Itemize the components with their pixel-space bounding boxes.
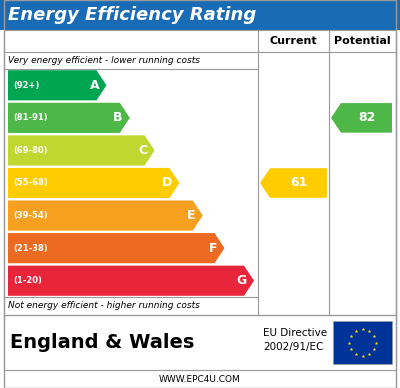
Text: Not energy efficient - higher running costs: Not energy efficient - higher running co… [8, 301, 200, 310]
Polygon shape [331, 103, 392, 133]
Text: EU Directive
2002/91/EC: EU Directive 2002/91/EC [263, 328, 327, 352]
Text: England & Wales: England & Wales [10, 333, 194, 352]
Text: Current: Current [270, 36, 317, 46]
Polygon shape [260, 168, 327, 198]
Text: E: E [187, 209, 196, 222]
Polygon shape [8, 201, 203, 230]
Text: Potential: Potential [334, 36, 391, 46]
Text: B: B [113, 111, 123, 125]
Polygon shape [8, 135, 155, 166]
Text: (1-20): (1-20) [13, 276, 42, 285]
Text: C: C [138, 144, 148, 157]
Polygon shape [8, 266, 254, 296]
Bar [333, 321, 392, 364]
Text: Very energy efficient - lower running costs: Very energy efficient - lower running co… [8, 56, 200, 65]
Text: (92+): (92+) [13, 81, 39, 90]
Text: WWW.EPC4U.COM: WWW.EPC4U.COM [159, 374, 241, 383]
Text: 61: 61 [290, 177, 307, 189]
Text: 82: 82 [358, 111, 375, 125]
Polygon shape [8, 233, 224, 263]
Text: (55-68): (55-68) [13, 178, 48, 187]
Text: (81-91): (81-91) [13, 113, 48, 122]
Text: Energy Efficiency Rating: Energy Efficiency Rating [8, 6, 256, 24]
Text: G: G [237, 274, 247, 287]
Text: (69-80): (69-80) [13, 146, 48, 155]
Bar [4, 30, 396, 315]
Text: A: A [90, 79, 100, 92]
Text: (39-54): (39-54) [13, 211, 48, 220]
Polygon shape [8, 103, 130, 133]
Polygon shape [8, 70, 106, 100]
Bar [0, 0, 400, 30]
Polygon shape [8, 168, 180, 198]
Bar [4, 315, 396, 370]
Text: F: F [209, 242, 218, 255]
Text: D: D [162, 177, 172, 189]
Text: (21-38): (21-38) [13, 244, 48, 253]
